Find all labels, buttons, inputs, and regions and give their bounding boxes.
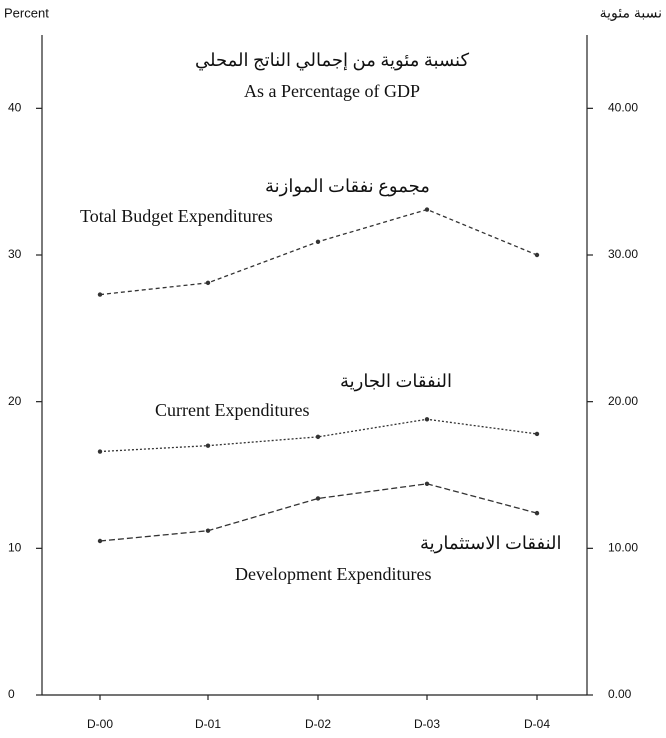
y2-tick-label: 20.00 xyxy=(608,394,638,408)
point xyxy=(205,528,211,533)
line xyxy=(99,418,538,453)
x-tick-label: D-04 xyxy=(524,717,550,731)
chart-title: كنسبة مئوية من إجمالي الناتج المحلي xyxy=(195,50,469,71)
y-tick-label: 20 xyxy=(8,394,22,408)
point xyxy=(205,280,211,286)
y2-tick-label: 10.00 xyxy=(608,541,638,555)
series-label-ar: النفقات الجارية xyxy=(340,371,452,392)
point xyxy=(424,417,430,422)
y-tick-label: 0 xyxy=(8,687,15,701)
y2-axis-label: نسبة مئوية xyxy=(600,5,662,22)
y2-tick-label: 30.00 xyxy=(608,247,638,261)
x-tick-label: D-00 xyxy=(87,717,113,731)
series-label: Current Expenditures xyxy=(155,400,309,420)
point xyxy=(205,443,211,448)
series-label-ar: النفقات الاستثمارية xyxy=(420,533,562,554)
y2-tick-label: 0.00 xyxy=(608,687,632,701)
y-tick-label: 10 xyxy=(8,541,22,555)
point xyxy=(97,538,103,544)
series-label: Total Budget Expenditures xyxy=(80,206,273,226)
point xyxy=(315,496,321,501)
point xyxy=(97,292,103,297)
chart-subtitle: As a Percentage of GDP xyxy=(244,81,420,101)
point xyxy=(315,239,321,244)
point xyxy=(534,252,540,258)
point xyxy=(424,207,430,212)
x-tick-label: D-01 xyxy=(195,717,221,731)
point xyxy=(97,449,103,454)
point xyxy=(315,434,321,440)
x-tick-label: D-03 xyxy=(414,717,440,731)
point xyxy=(534,510,540,516)
y-tick-label: 30 xyxy=(8,247,22,261)
point xyxy=(534,431,540,437)
series-label-ar: مجموع نفقات الموازنة xyxy=(265,176,430,197)
y2-tick-label: 40.00 xyxy=(608,101,638,115)
line xyxy=(99,483,538,542)
point xyxy=(424,481,430,486)
series-label: Development Expenditures xyxy=(235,564,431,584)
y-axis-label: Percent xyxy=(4,5,49,20)
y-tick-label: 40 xyxy=(8,101,22,115)
x-tick-label: D-02 xyxy=(305,717,331,731)
